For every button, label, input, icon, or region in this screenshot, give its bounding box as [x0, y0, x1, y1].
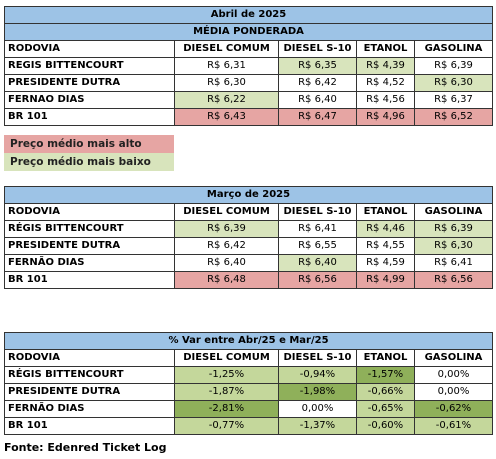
column-header: ETANOL	[356, 349, 415, 367]
value-cell: R$ 4,59	[356, 254, 415, 272]
column-header: ETANOL	[356, 203, 415, 221]
value-cell: R$ 6,47	[278, 108, 357, 126]
value-cell: R$ 4,56	[356, 91, 415, 109]
value-cell: R$ 6,43	[174, 108, 279, 126]
value-cell: R$ 6,48	[174, 271, 279, 289]
column-header: GASOLINA	[414, 203, 493, 221]
value-cell: R$ 6,52	[414, 108, 493, 126]
legend-item: Preço médio mais baixo	[4, 153, 174, 171]
column-header: DIESEL S-10	[278, 349, 357, 367]
column-header: GASOLINA	[414, 349, 493, 367]
value-cell: R$ 6,22	[174, 91, 279, 109]
value-cell: R$ 6,31	[174, 57, 279, 75]
row-label: PRESIDENTE DUTRA	[4, 74, 175, 92]
value-cell: R$ 4,55	[356, 237, 415, 255]
column-header: DIESEL COMUM	[174, 40, 279, 58]
column-header: DIESEL COMUM	[174, 349, 279, 367]
value-cell: -0,94%	[278, 366, 357, 384]
value-cell: R$ 4,46	[356, 220, 415, 238]
source-note: Fonte: Edenred Ticket Log	[4, 441, 167, 454]
row-label: REGIS BITTENCOURT	[4, 57, 175, 75]
column-header: RODOVIA	[4, 40, 175, 58]
value-cell: R$ 6,35	[278, 57, 357, 75]
value-cell: R$ 6,30	[414, 74, 493, 92]
value-cell: R$ 6,30	[414, 237, 493, 255]
value-cell: -1,57%	[356, 366, 415, 384]
column-header: DIESEL COMUM	[174, 203, 279, 221]
value-cell: -0,62%	[414, 400, 493, 418]
table-subtitle: MÉDIA PONDERADA	[4, 23, 493, 41]
column-header: DIESEL S-10	[278, 203, 357, 221]
table-title: Abril de 2025	[4, 6, 493, 24]
row-label: RÉGIS BITTENCOURT	[4, 366, 175, 384]
value-cell: R$ 6,41	[278, 220, 357, 238]
value-cell: R$ 6,40	[278, 91, 357, 109]
value-cell: R$ 6,41	[414, 254, 493, 272]
row-label: FERNÃO DIAS	[4, 400, 175, 418]
value-cell: R$ 6,42	[174, 237, 279, 255]
value-cell: -2,81%	[174, 400, 279, 418]
table-title: Março de 2025	[4, 186, 493, 204]
value-cell: -1,25%	[174, 366, 279, 384]
value-cell: R$ 4,99	[356, 271, 415, 289]
value-cell: 0,00%	[414, 383, 493, 401]
row-label: BR 101	[4, 108, 175, 126]
value-cell: R$ 6,55	[278, 237, 357, 255]
value-cell: -1,37%	[278, 417, 357, 435]
row-label: PRESIDENTE DUTRA	[4, 237, 175, 255]
row-label: BR 101	[4, 417, 175, 435]
value-cell: R$ 4,39	[356, 57, 415, 75]
legend-item: Preço médio mais alto	[4, 135, 174, 153]
value-cell: R$ 6,39	[174, 220, 279, 238]
value-cell: R$ 4,96	[356, 108, 415, 126]
value-cell: R$ 6,40	[174, 254, 279, 272]
value-cell: R$ 6,40	[278, 254, 357, 272]
value-cell: R$ 6,30	[174, 74, 279, 92]
value-cell: -0,61%	[414, 417, 493, 435]
value-cell: 0,00%	[414, 366, 493, 384]
row-label: RÉGIS BITTENCOURT	[4, 220, 175, 238]
row-label: BR 101	[4, 271, 175, 289]
value-cell: -1,98%	[278, 383, 357, 401]
value-cell: R$ 6,39	[414, 220, 493, 238]
row-label: FERNÃO DIAS	[4, 254, 175, 272]
value-cell: -0,60%	[356, 417, 415, 435]
table-title: % Var entre Abr/25 e Mar/25	[4, 332, 493, 350]
column-header: DIESEL S-10	[278, 40, 357, 58]
value-cell: 0,00%	[278, 400, 357, 418]
value-cell: -0,65%	[356, 400, 415, 418]
value-cell: R$ 6,37	[414, 91, 493, 109]
value-cell: -0,66%	[356, 383, 415, 401]
value-cell: R$ 6,42	[278, 74, 357, 92]
row-label: PRESIDENTE DUTRA	[4, 383, 175, 401]
value-cell: R$ 6,56	[414, 271, 493, 289]
value-cell: -0,77%	[174, 417, 279, 435]
column-header: ETANOL	[356, 40, 415, 58]
value-cell: R$ 6,56	[278, 271, 357, 289]
row-label: FERNAO DIAS	[4, 91, 175, 109]
value-cell: R$ 6,39	[414, 57, 493, 75]
value-cell: -1,87%	[174, 383, 279, 401]
column-header: GASOLINA	[414, 40, 493, 58]
value-cell: R$ 4,52	[356, 74, 415, 92]
column-header: RODOVIA	[4, 203, 175, 221]
column-header: RODOVIA	[4, 349, 175, 367]
